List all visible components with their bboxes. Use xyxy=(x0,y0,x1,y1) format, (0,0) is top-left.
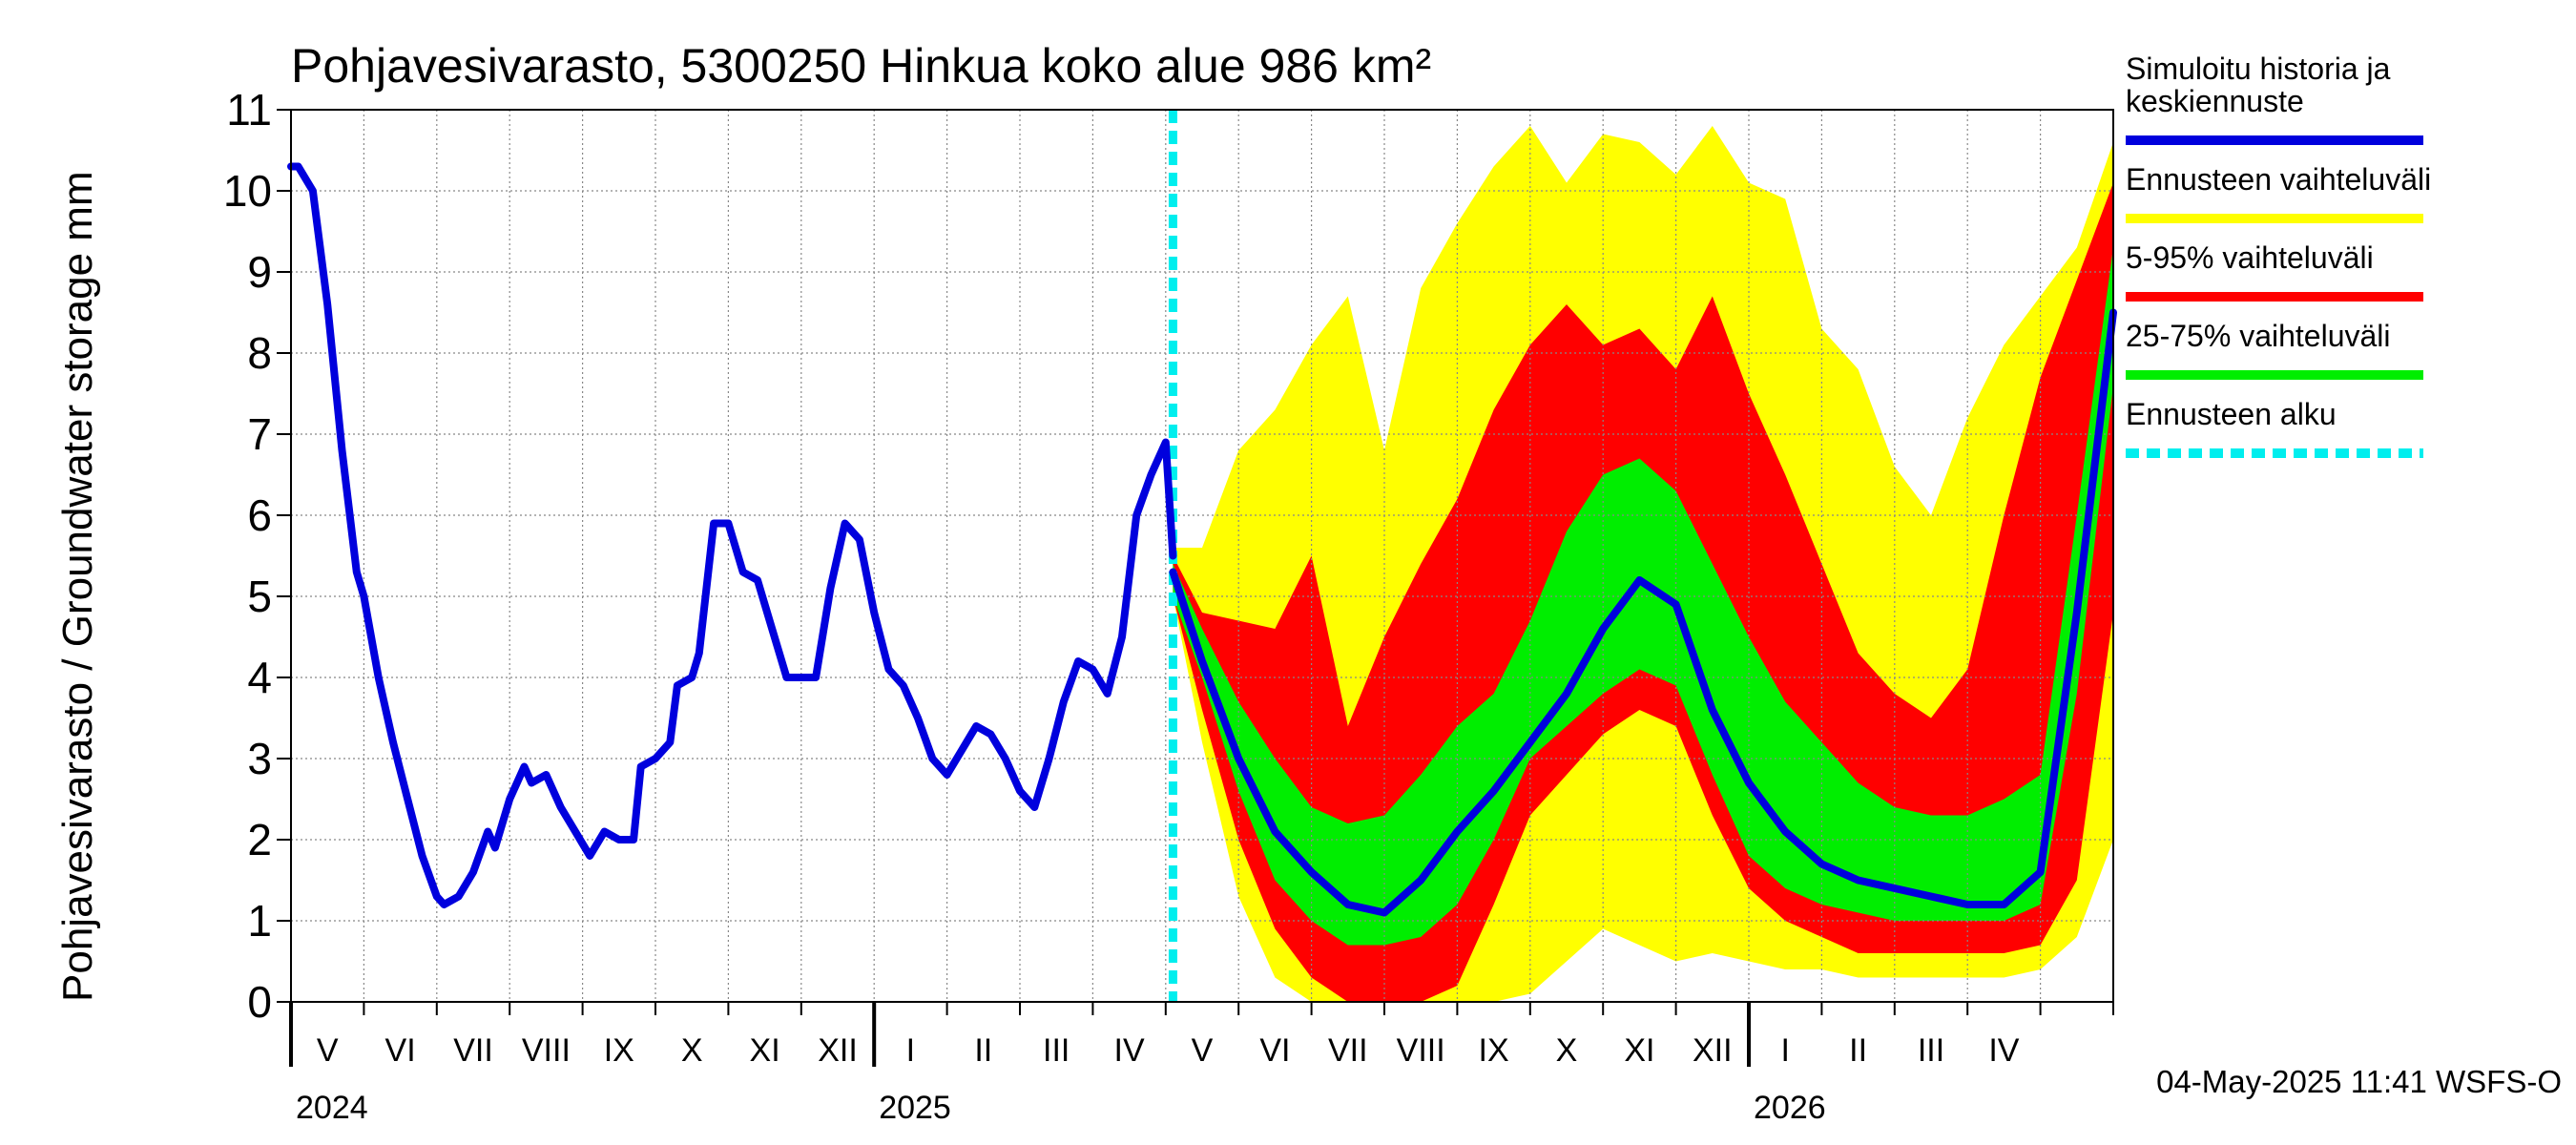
x-month-label: X xyxy=(681,1032,703,1069)
grid xyxy=(291,109,2113,1002)
x-month-label: II xyxy=(974,1032,992,1069)
series xyxy=(287,110,2117,1002)
x-month-label: X xyxy=(1556,1032,1578,1069)
x-year-label: 2024 xyxy=(296,1090,368,1126)
legend-label: 25-75% vaihteluväli xyxy=(2126,319,2391,353)
y-tick-label: 10 xyxy=(223,166,272,216)
x-month-label: IV xyxy=(1114,1032,1145,1069)
x-month-label: VIII xyxy=(522,1032,571,1069)
x-month-label: II xyxy=(1849,1032,1867,1069)
x-month-label: IX xyxy=(604,1032,634,1069)
y-tick-label: 3 xyxy=(247,734,272,783)
x-year-label: 2026 xyxy=(1754,1090,1826,1126)
x-month-label: III xyxy=(1043,1032,1070,1069)
median-forecast-line xyxy=(1169,308,2117,917)
history-line xyxy=(287,162,1177,908)
y-tick-label: 8 xyxy=(247,328,272,378)
legend-label: Ennusteen vaihteluväli xyxy=(2126,162,2431,197)
y-tick-label: 5 xyxy=(247,572,272,621)
x-month-label: V xyxy=(317,1032,339,1069)
x-month-label: XI xyxy=(750,1032,780,1069)
x-month-label: XII xyxy=(1693,1032,1733,1069)
x-month-label: XII xyxy=(818,1032,858,1069)
legend-label: keskiennuste xyxy=(2126,84,2304,118)
y-axis: 0 1 2 3 4 5 6 7 8 9 10 11 xyxy=(223,85,291,1027)
x-month-label: I xyxy=(1780,1032,1789,1069)
y-tick-label: 0 xyxy=(247,977,272,1027)
chart-title: Pohjavesivarasto, 5300250 Hinkua koko al… xyxy=(291,39,1431,93)
x-month-label: VIII xyxy=(1397,1032,1445,1069)
legend-label: Simuloitu historia ja xyxy=(2126,52,2391,86)
legend-label: Ennusteen alku xyxy=(2126,397,2337,431)
y-tick-label: 2 xyxy=(247,815,272,864)
x-month-label: IV xyxy=(1988,1032,2019,1069)
x-year-label: 2025 xyxy=(879,1090,951,1126)
plot-frame xyxy=(290,109,2114,1003)
x-month-label: VII xyxy=(1328,1032,1368,1069)
x-month-label: IX xyxy=(1479,1032,1509,1069)
plot-area xyxy=(287,109,2117,1003)
x-month-label: VI xyxy=(1259,1032,1290,1069)
y-tick-label: 7 xyxy=(247,409,272,459)
y-tick-label: 9 xyxy=(247,247,272,297)
y-tick-label: 6 xyxy=(247,490,272,540)
y-tick-label: 11 xyxy=(226,85,272,135)
x-month-label: VII xyxy=(453,1032,493,1069)
x-month-label: XI xyxy=(1624,1032,1654,1069)
band-25-75 xyxy=(1173,247,2113,946)
x-month-label: I xyxy=(906,1032,915,1069)
y-tick-label: 1 xyxy=(247,896,272,946)
x-month-label: V xyxy=(1192,1032,1214,1069)
footer-timestamp: 04-May-2025 11:41 WSFS-O xyxy=(2156,1064,2562,1099)
y-tick-label: 4 xyxy=(247,653,272,702)
forecast-bands xyxy=(1173,126,2113,1002)
x-month-label: VI xyxy=(385,1032,416,1069)
y-axis-label: Pohjavesivarasto / Groundwater storage m… xyxy=(54,171,101,1002)
x-month-label: III xyxy=(1918,1032,1944,1069)
legend-label: 5-95% vaihteluväli xyxy=(2126,240,2374,275)
